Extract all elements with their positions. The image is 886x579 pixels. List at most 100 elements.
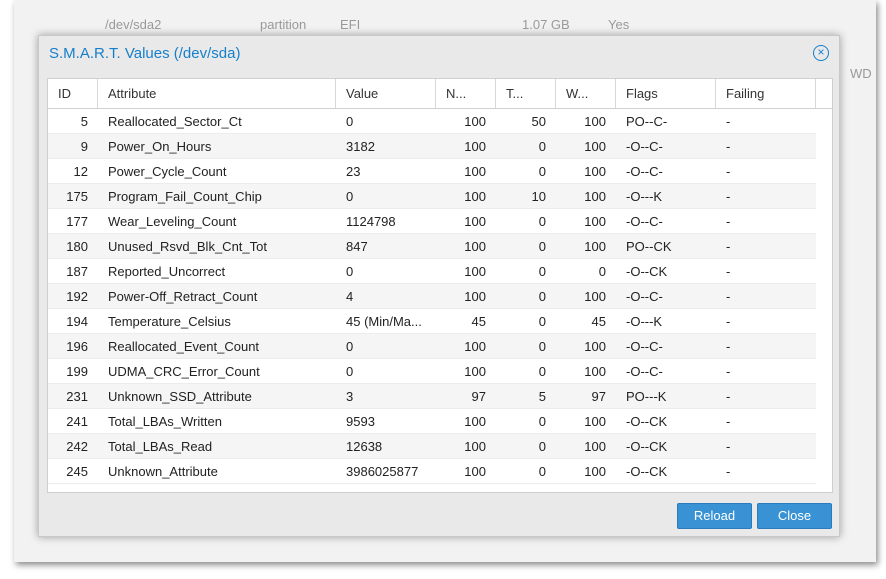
table-cell: -	[726, 389, 731, 404]
table-cell: -	[726, 364, 731, 379]
table-cell: 0	[346, 189, 354, 204]
table-cell: -	[726, 289, 731, 304]
table-row[interactable]: 187 Reported_Uncorrect 0 100 0 0 -O--CK -	[48, 259, 816, 284]
button[interactable]: Reload	[677, 503, 752, 529]
table-cell: 100	[584, 439, 606, 454]
table-cell: Unknown_SSD_Attribute	[108, 389, 252, 404]
table-row[interactable]: 194 Temperature_Celsius 45 (Min/Ma... 45 0 45…	[48, 309, 816, 334]
table-cell: 100	[464, 339, 486, 354]
table-row[interactable]: 196 Reallocated_Event_Count 0 100 0 100 -O--C-…	[48, 334, 816, 359]
column-header[interactable]: Attribute	[98, 79, 336, 108]
table-cell: 97	[591, 389, 606, 404]
table-cell: 3	[346, 389, 354, 404]
table-cell: 100	[464, 164, 486, 179]
background-cell: Yes	[608, 17, 630, 32]
table-row[interactable]: 242 Total_LBAs_Read 12638 100 0 100 -O--CK -	[48, 434, 816, 459]
table-row[interactable]: 199 UDMA_CRC_Error_Count 0 100 0 100 -O--C- -	[48, 359, 816, 384]
table-cell: 0	[538, 364, 546, 379]
table-cell: 0	[538, 214, 546, 229]
table-cell: 45	[591, 314, 606, 329]
table-cell: Unused_Rsvd_Blk_Cnt_Tot	[108, 239, 267, 254]
column-header[interactable]: N...	[436, 79, 496, 108]
column-header[interactable]: T...	[496, 79, 556, 108]
table-cell: 100	[584, 139, 606, 154]
table-row[interactable]: 175 Program_Fail_Count_Chip 0 100 10 100 -O---…	[48, 184, 816, 209]
table-cell: 0	[346, 364, 354, 379]
background-cell: 1.07 GB	[522, 17, 570, 32]
table-cell: 5	[80, 114, 88, 129]
table-cell: 9593	[346, 414, 375, 429]
table-cell: 231	[66, 389, 88, 404]
table-cell: -O--C-	[626, 214, 663, 229]
table-cell: Wear_Leveling_Count	[108, 214, 237, 229]
background-text: WD	[850, 66, 872, 81]
table-cell: 0	[538, 239, 546, 254]
table-cell: 192	[66, 289, 88, 304]
table-cell: 97	[471, 389, 486, 404]
table-row[interactable]: 192 Power-Off_Retract_Count 4 100 0 100 -O--C-…	[48, 284, 816, 309]
table-row[interactable]: 241 Total_LBAs_Written 9593 100 0 100 -O--CK -	[48, 409, 816, 434]
table-row[interactable]: 12 Power_Cycle_Count 23 100 0 100 -O--C- -	[48, 159, 816, 184]
table-cell: 0	[538, 464, 546, 479]
smart-table: ID Attribute Value N... T... W... Flags Failing…	[47, 78, 833, 493]
table-cell: UDMA_CRC_Error_Count	[108, 364, 260, 379]
table-cell: Reallocated_Event_Count	[108, 339, 260, 354]
table-cell: 45 (Min/Ma...	[346, 314, 422, 329]
table-cell: 100	[584, 114, 606, 129]
table-cell: 0	[346, 264, 354, 279]
table-cell: 100	[464, 239, 486, 254]
table-row[interactable]: 231 Unknown_SSD_Attribute 3 97 5 97 PO---K -	[48, 384, 816, 409]
column-header[interactable]: W...	[556, 79, 616, 108]
column-header[interactable]: ID	[48, 79, 98, 108]
table-cell: -O--C-	[626, 139, 663, 154]
table-cell: 100	[464, 214, 486, 229]
table-cell: 100	[464, 289, 486, 304]
table-cell: Power-Off_Retract_Count	[108, 289, 258, 304]
table-cell: 100	[464, 439, 486, 454]
table-cell: PO--C-	[626, 114, 668, 129]
table-row[interactable]: 9 Power_On_Hours 3182 100 0 100 -O--C- -	[48, 134, 816, 159]
table-cell: 100	[584, 339, 606, 354]
table-cell: Reported_Uncorrect	[108, 264, 226, 279]
table-cell: 187	[66, 264, 88, 279]
table-cell: 177	[66, 214, 88, 229]
table-cell: -O--CK	[626, 264, 668, 279]
column-header[interactable]: Failing	[716, 79, 816, 108]
table-cell: 1124798	[346, 214, 396, 229]
table-cell: 0	[538, 414, 546, 429]
table-cell: 10	[531, 189, 546, 204]
table-cell: Power_On_Hours	[108, 139, 212, 154]
table-cell: -O--C-	[626, 339, 663, 354]
table-cell: 0	[346, 114, 354, 129]
header-filler	[816, 79, 832, 108]
table-row[interactable]: 245 Unknown_Attribute 3986025877 100 0 100 -O-…	[48, 459, 816, 484]
table-cell: -O--C-	[626, 164, 663, 179]
table-cell: 100	[464, 414, 486, 429]
table-cell: -O--C-	[626, 289, 663, 304]
table-cell: 3986025877	[346, 464, 419, 479]
table-cell: -O--C-	[626, 364, 663, 379]
table-cell: 100	[584, 414, 606, 429]
table-row[interactable]: 5 Reallocated_Sector_Ct 0 100 50 100 PO--C- -	[48, 109, 816, 134]
table-cell: -O---K	[626, 314, 663, 329]
button[interactable]: Close	[757, 503, 832, 529]
column-header[interactable]: Value	[336, 79, 436, 108]
table-cell: 0	[538, 314, 546, 329]
table-cell: -O--CK	[626, 414, 668, 429]
table-cell: 0	[538, 264, 546, 279]
table-cell: 196	[66, 339, 88, 354]
table-cell: Power_Cycle_Count	[108, 164, 227, 179]
table-cell: -	[726, 189, 731, 204]
table-cell: 3182	[346, 139, 375, 154]
table-cell: 0	[538, 289, 546, 304]
table-cell: 100	[464, 264, 486, 279]
table-cell: 199	[66, 364, 88, 379]
table-row[interactable]: 180 Unused_Rsvd_Blk_Cnt_Tot 847 100 0 100 PO--…	[48, 234, 816, 259]
table-cell: 4	[346, 289, 354, 304]
close-icon[interactable]: ×	[813, 45, 829, 61]
table-cell: 175	[66, 189, 88, 204]
table-row[interactable]: 177 Wear_Leveling_Count 1124798 100 0 100 -O--…	[48, 209, 816, 234]
table-cell: 0	[538, 339, 546, 354]
table-cell: 45	[471, 314, 486, 329]
column-header[interactable]: Flags	[616, 79, 716, 108]
